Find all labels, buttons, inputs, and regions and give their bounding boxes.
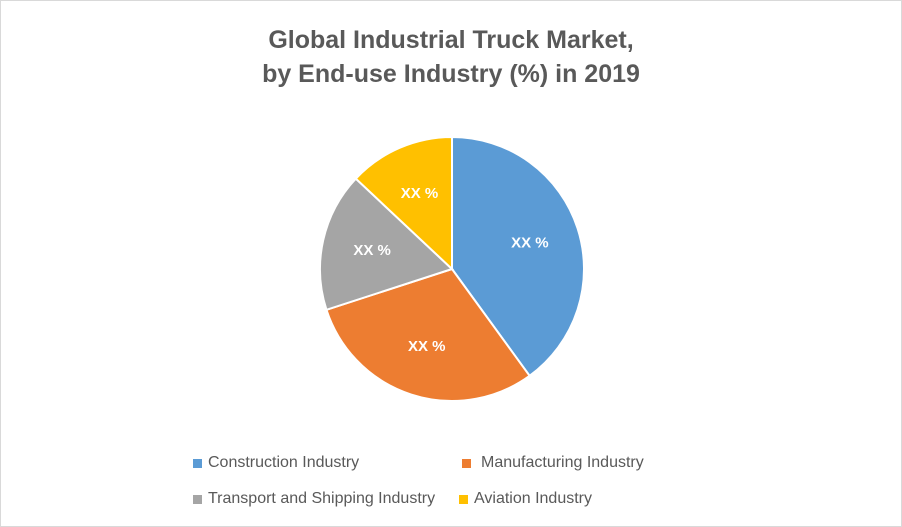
chart-title-line-2: by End-use Industry (%) in 2019 [262,60,640,88]
legend-swatch-manufacturing [462,458,471,468]
chart-title-line-1: Global Industrial Truck Market, [268,26,634,54]
pie-slice-transport [319,177,454,312]
pie-label-manufacturing: XX % [408,338,446,355]
legend-swatch-construction [193,458,202,468]
legend-label-transport: Transport and Shipping Industry [208,490,436,507]
legend-label-aviation: Aviation Industry [474,490,592,507]
legend-item-transport: Transport and Shipping Industry [193,490,435,508]
legend-swatch-aviation [459,494,468,504]
pie-slice-manufacturing [325,267,531,402]
pie-slice-construction [451,135,585,378]
legend-item-construction: Construction Industry [193,454,359,472]
legend-label-manufacturing: Manufacturing Industry [481,454,644,471]
chart-title: Global Industrial Truck Market, by End-u… [1,23,901,91]
legend-item-aviation: Aviation Industry [459,490,592,508]
pie-slice-aviation [354,135,453,272]
legend-label-construction: Construction Industry [208,454,360,471]
legend-swatch-transport [193,494,202,504]
pie-label-transport: XX % [353,242,391,259]
pie-label-aviation: XX % [401,185,439,202]
legend-item-manufacturing: Manufacturing Industry [462,454,644,472]
pie-label-construction: XX % [511,235,549,252]
